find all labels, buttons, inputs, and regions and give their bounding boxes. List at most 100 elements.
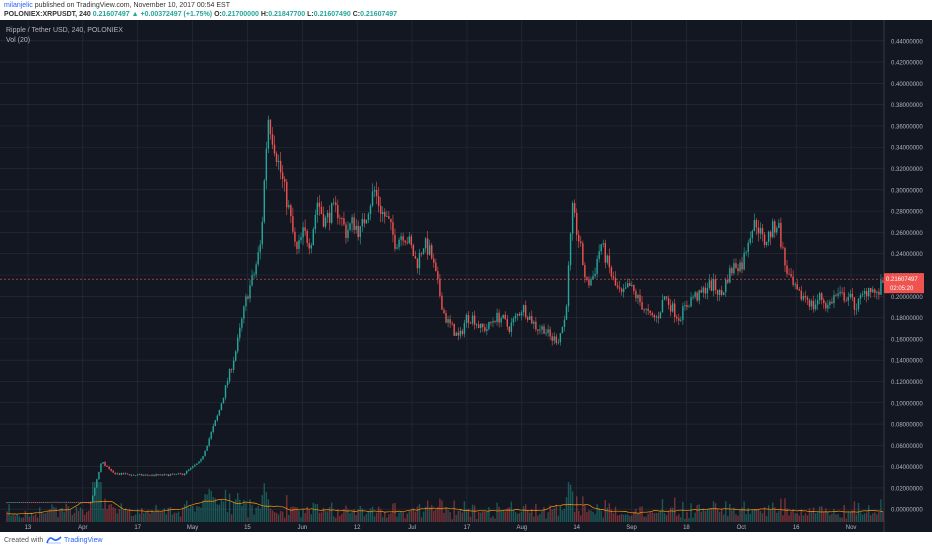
volume-bar	[108, 504, 110, 522]
volume-bar	[422, 511, 425, 522]
candle-body	[379, 205, 382, 215]
candle-body	[614, 277, 617, 286]
y-tick-label: 0.28000000	[891, 210, 923, 216]
candle-body	[749, 238, 751, 243]
volume-bar	[128, 508, 131, 522]
candle-body	[104, 462, 106, 466]
candle-body	[761, 227, 764, 235]
chart-area[interactable]: 0.44000000 0.42000000 0.40000000 0.38000000…	[0, 20, 932, 532]
volume-bar	[255, 507, 257, 522]
volume-bar	[778, 510, 780, 522]
candle-body	[486, 329, 488, 331]
volume-bar	[802, 515, 805, 522]
y-tick-label: 0.40000000	[891, 82, 923, 88]
candle-body	[622, 288, 625, 292]
candle-body	[518, 314, 521, 316]
volume-bar	[469, 516, 472, 522]
open-label: O:	[214, 11, 222, 18]
volume-bar	[237, 492, 239, 522]
volume-bar	[228, 493, 231, 522]
volume-bar	[14, 515, 16, 522]
volume-bar	[69, 509, 72, 522]
volume-bar	[700, 511, 702, 522]
candle-body	[416, 258, 419, 269]
candle-body	[337, 205, 339, 219]
volume-bar	[549, 505, 551, 522]
volume-bar	[516, 513, 519, 522]
volume-bar	[872, 513, 874, 522]
volume-bar	[443, 512, 445, 522]
volume-bar	[518, 513, 521, 522]
volume-bar	[277, 514, 280, 522]
volume-bar	[510, 501, 513, 522]
candle-body	[816, 300, 819, 305]
volume-bar	[843, 504, 845, 522]
candle-body	[735, 263, 737, 269]
tradingview-link[interactable]: TradingView	[64, 537, 103, 544]
candle-body	[496, 312, 498, 323]
volume-bar	[259, 508, 261, 522]
candle-body	[132, 474, 135, 476]
candle-body	[114, 472, 116, 475]
candle-body	[490, 321, 492, 323]
volume-bar	[463, 501, 466, 522]
volume-bar	[812, 507, 815, 522]
candle-body	[141, 474, 143, 476]
candle-body	[863, 291, 866, 294]
volume-bar	[494, 518, 496, 522]
volume-bar	[26, 513, 29, 522]
volume-bar	[633, 511, 635, 522]
volume-bar	[435, 509, 437, 522]
volume-bar	[410, 510, 413, 522]
volume-bar	[161, 511, 163, 522]
candle-body	[241, 318, 243, 328]
candle-body	[584, 265, 586, 278]
volume-bar	[210, 490, 212, 522]
candle-body	[633, 284, 635, 292]
volume-bar	[275, 512, 278, 522]
volume-bar	[698, 504, 700, 522]
volume-bar	[136, 509, 139, 522]
volume-bar	[882, 511, 884, 522]
volume-bar	[855, 514, 858, 522]
volume-bar	[606, 507, 609, 522]
author-link[interactable]: milanjelic	[4, 2, 33, 9]
volume-bar	[584, 504, 586, 522]
volume-bar	[739, 510, 741, 522]
volume-bar	[424, 506, 427, 522]
candle-body	[702, 287, 705, 293]
candle-body	[218, 409, 221, 416]
candle-body	[410, 236, 413, 246]
candle-body	[845, 300, 847, 302]
volume-bar	[586, 512, 588, 522]
candle-body	[116, 473, 118, 475]
volume-bar	[825, 508, 827, 522]
candle-body	[263, 180, 266, 222]
candle-body	[188, 469, 190, 471]
volume-bar	[461, 512, 464, 522]
candle-body	[290, 205, 292, 217]
volume-bar	[112, 507, 114, 522]
volume-bar	[592, 511, 594, 522]
candle-body	[400, 236, 402, 240]
candle-body	[851, 293, 854, 298]
last-price-value: 0.21607497	[886, 277, 918, 283]
volume-bar	[702, 508, 705, 522]
candle-body	[171, 473, 174, 475]
volume-bar	[224, 489, 227, 522]
candle-body	[6, 502, 8, 504]
volume-bar	[655, 513, 658, 522]
volume-bar	[639, 506, 641, 522]
candle-body	[531, 316, 533, 324]
volume-bar	[880, 499, 882, 522]
candle-body	[804, 295, 807, 298]
volume-bar	[692, 517, 694, 522]
candle-body	[122, 473, 125, 475]
candle-body	[765, 241, 768, 245]
price-chart[interactable]: 0.44000000 0.42000000 0.40000000 0.38000000…	[0, 20, 932, 532]
candle-body	[398, 239, 400, 248]
candle-body	[67, 501, 69, 503]
volume-bar	[833, 508, 835, 522]
volume-bar	[571, 491, 574, 522]
y-tick-label: 0.34000000	[891, 146, 923, 152]
